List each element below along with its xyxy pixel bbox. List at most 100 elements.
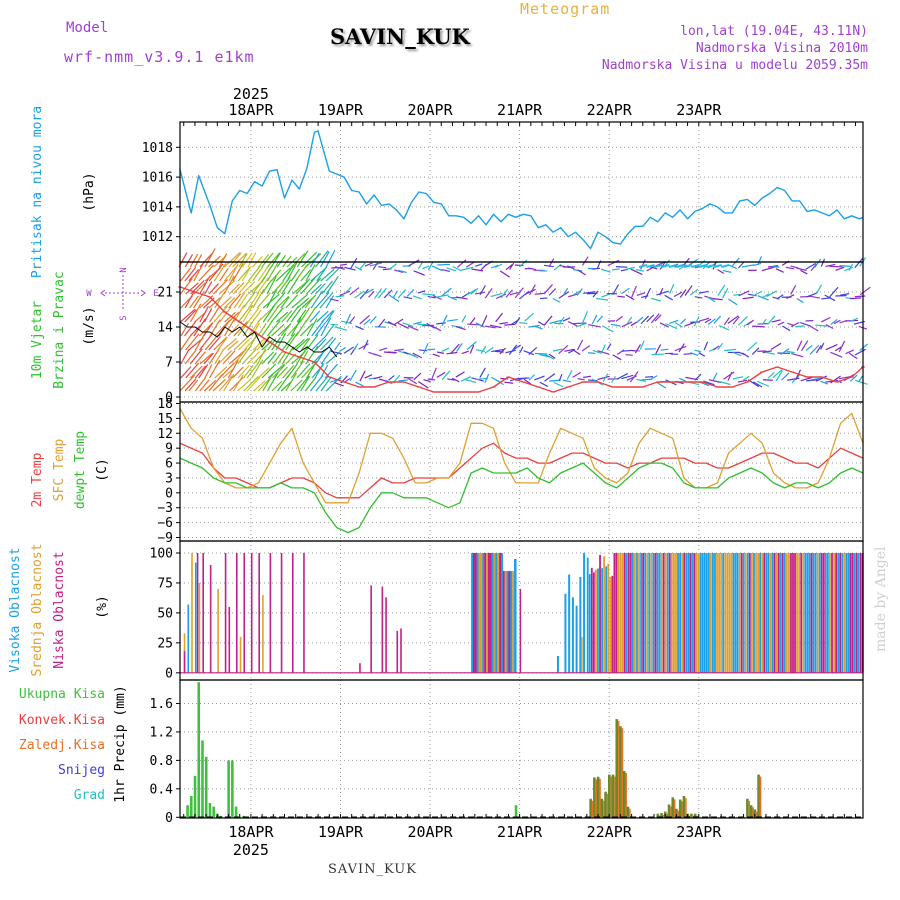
wind-arrow (199, 305, 209, 323)
wind-arrow (422, 342, 429, 355)
panel-frame-temperature (179, 401, 864, 542)
cloud-bar (744, 552, 747, 673)
wind-arrow (766, 351, 776, 355)
wind-arrow (285, 331, 299, 351)
cloud-bar (839, 552, 842, 673)
wind-arrow (533, 325, 543, 330)
wind-arrow (626, 266, 635, 270)
precip-bar (675, 808, 678, 818)
wind-arrow (325, 267, 340, 282)
wind-arrow (475, 349, 486, 353)
wind-arrow (742, 296, 754, 300)
wind-arrow (188, 269, 200, 282)
wind-arrow (489, 324, 502, 329)
wind-arrow (558, 344, 569, 355)
wind-arrow (746, 319, 754, 326)
y-tick-label: 1012 (142, 230, 173, 245)
wind-arrow (325, 295, 335, 309)
cloud-bar (798, 552, 801, 673)
wind-arrow (296, 297, 310, 309)
wind-arrow (676, 264, 685, 268)
wind-arrow (252, 265, 264, 282)
wind-arrow (344, 286, 352, 294)
wind-arrow (299, 323, 314, 337)
wind-arrow (572, 371, 582, 378)
wind-arrow (436, 322, 446, 325)
wind-arrow (722, 269, 732, 273)
wind-arrow (659, 322, 669, 328)
wind-arrow (222, 367, 235, 379)
wind-arrow (389, 263, 397, 270)
precip-bar-frozen (696, 815, 698, 818)
precip-bar (197, 682, 201, 818)
cloud-bar (625, 552, 628, 673)
wind-arrow (185, 333, 200, 351)
wind-arrow (345, 313, 351, 325)
cloud-bar (654, 552, 657, 673)
wind-arrow (184, 320, 197, 337)
wind-arrow (703, 341, 709, 351)
precip-bar (201, 740, 204, 818)
wind-arrow (223, 252, 241, 268)
wind-arrow (394, 348, 404, 352)
cloud-bar (767, 552, 770, 673)
wind-arrow (189, 325, 201, 337)
cloud-bar (738, 552, 741, 673)
wind-arrow (698, 290, 709, 294)
wind-legend-line1: 10m Vjetar (30, 301, 45, 379)
cloud-bar-low (209, 564, 212, 673)
wind-arrow (243, 364, 254, 379)
wind-arrow (222, 337, 237, 351)
wind-arrow (247, 307, 260, 323)
wind-arrow (596, 297, 609, 301)
wind-arrow (625, 294, 635, 301)
wind-arrow (679, 377, 686, 382)
wind-arrow (577, 269, 586, 276)
wind-arrow (363, 318, 371, 326)
compass-w: W (86, 289, 92, 299)
wind-arrow (576, 288, 583, 296)
cloud-bar (707, 552, 710, 673)
wind-arrow (762, 350, 772, 354)
wind-arrow (640, 259, 646, 270)
cloud-bar (636, 552, 638, 673)
cloud-bar (581, 636, 583, 673)
page-title: SAVIN_KUK (330, 24, 470, 49)
precip-bar (667, 804, 671, 818)
precip-bar (593, 777, 596, 818)
wind-arrow (266, 288, 278, 309)
wind-arrow (209, 306, 220, 323)
wind-arrow (291, 293, 309, 309)
wind-arrow (320, 336, 334, 351)
wind-arrow (639, 340, 645, 350)
wind-arrow (179, 267, 192, 282)
wind-arrow (286, 262, 298, 282)
wind-arrow (320, 251, 330, 268)
wind-arrow (296, 363, 311, 379)
wind-arrow (426, 322, 436, 329)
wind-arrow (607, 259, 620, 267)
wind-arrow (694, 296, 703, 299)
wind-arrow (252, 288, 265, 309)
cloud-bar (670, 552, 673, 673)
precip-bar (227, 760, 230, 818)
wind-arrow (712, 372, 718, 380)
cloud-bar (822, 552, 825, 673)
wind-arrow (668, 264, 678, 268)
wind-arrow (199, 379, 210, 392)
wind-arrow (484, 346, 494, 354)
wind-arrow (310, 283, 322, 295)
cloud-bar (732, 552, 735, 673)
wind-arrow (664, 294, 674, 301)
wind-arrow (349, 287, 360, 296)
wind-arrow (612, 284, 620, 296)
wind-arrow (630, 285, 637, 299)
wind-arrow (494, 263, 503, 269)
wind-arrow (184, 291, 195, 309)
wind-arrow (741, 352, 750, 358)
wind-arrow (238, 253, 248, 268)
wind-arrow (334, 326, 348, 331)
wind-arrow (621, 321, 633, 328)
cloud-bar-mid (198, 582, 201, 673)
wind-arrow (848, 352, 858, 360)
